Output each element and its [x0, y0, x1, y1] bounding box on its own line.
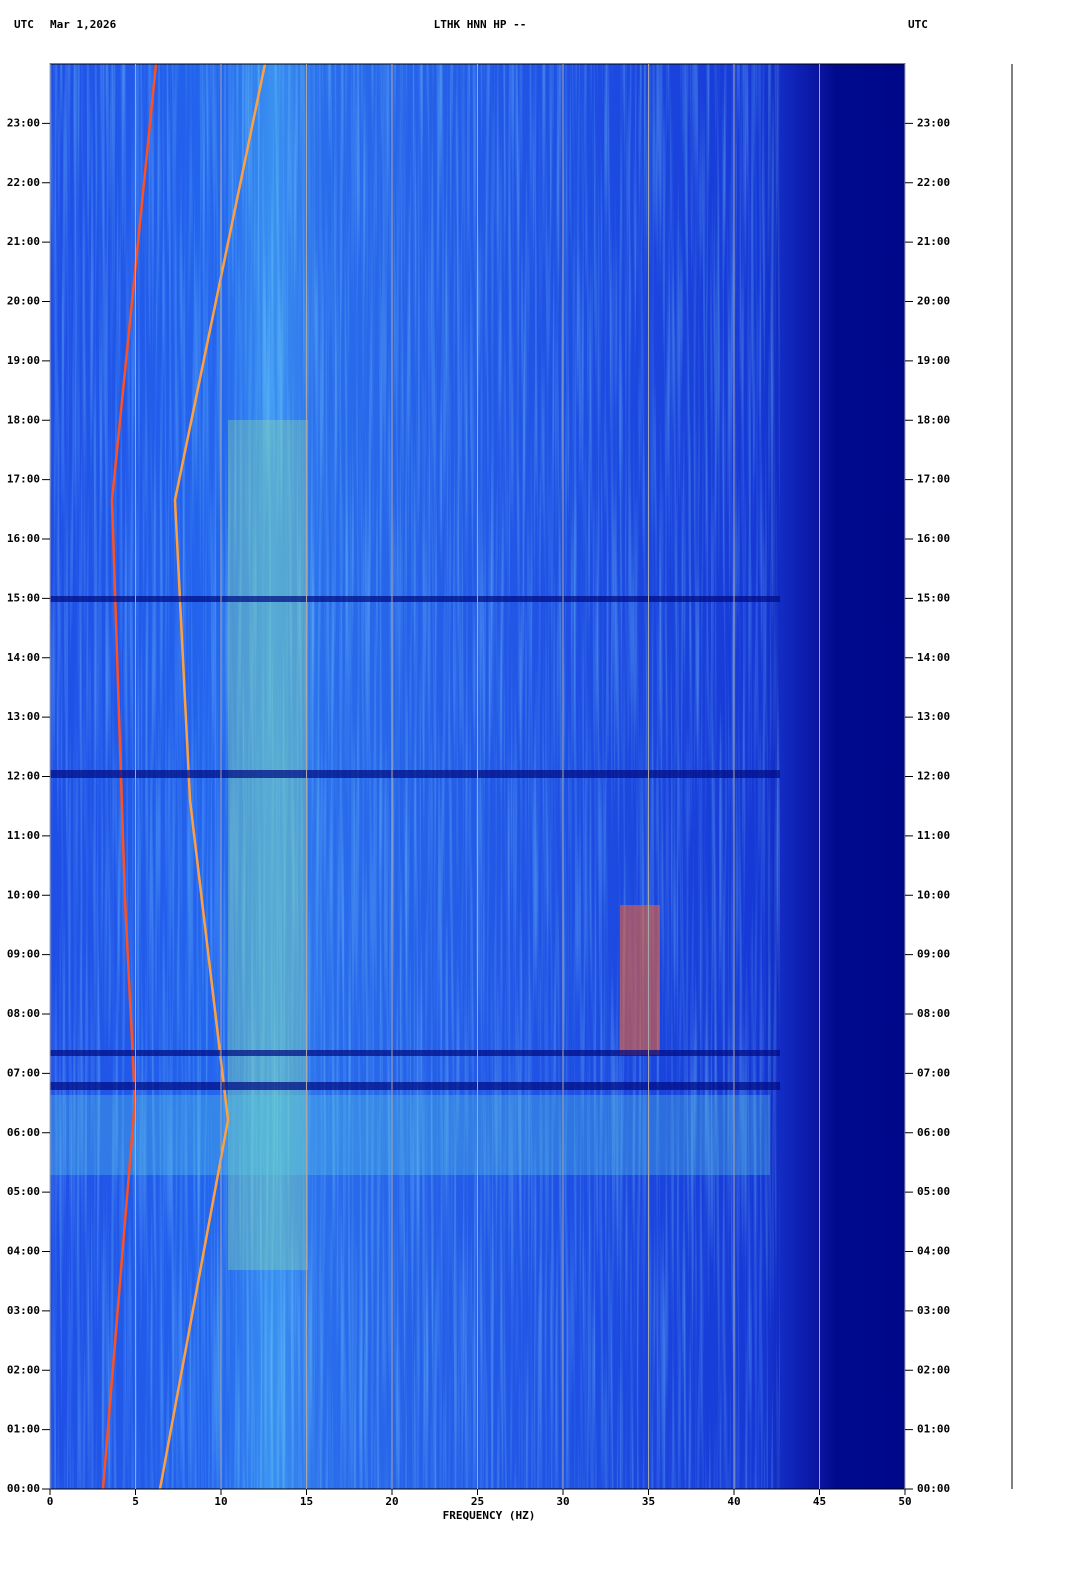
y-tick-label: 08:00 [7, 1007, 40, 1020]
chart-title: LTHK HNN HP -- [434, 18, 527, 31]
x-tick-label: 15 [300, 1495, 313, 1508]
y-tick-label: 09:00 [7, 948, 40, 961]
y-tick-label: 13:00 [917, 710, 950, 723]
x-tick-label: 35 [642, 1495, 655, 1508]
y-tick-label: 09:00 [917, 948, 950, 961]
x-tick-label: 20 [385, 1495, 398, 1508]
y-tick-label: 23:00 [917, 116, 950, 129]
date-label: Mar 1,2026 [50, 18, 117, 31]
y-tick-label: 04:00 [917, 1245, 950, 1258]
y-tick-label: 14:00 [917, 651, 950, 664]
y-tick-label: 10:00 [7, 888, 40, 901]
y-tick-label: 01:00 [917, 1423, 950, 1436]
y-tick-label: 05:00 [7, 1185, 40, 1198]
noise-band [50, 1095, 770, 1175]
x-tick-label: 50 [898, 1495, 911, 1508]
y-tick-label: 06:00 [7, 1126, 40, 1139]
y-tick-label: 19:00 [917, 354, 950, 367]
y-tick-label: 15:00 [917, 591, 950, 604]
dark-band [50, 596, 780, 602]
y-tick-label: 03:00 [917, 1304, 950, 1317]
y-tick-label: 16:00 [917, 532, 950, 545]
x-tick-label: 5 [132, 1495, 139, 1508]
y-tick-label: 23:00 [7, 116, 40, 129]
x-axis-label: FREQUENCY (HZ) [443, 1509, 536, 1522]
y-tick-label: 18:00 [917, 413, 950, 426]
y-tick-label: 06:00 [917, 1126, 950, 1139]
y-tick-label: 13:00 [7, 710, 40, 723]
x-tick-label: 25 [471, 1495, 484, 1508]
y-tick-label: 02:00 [917, 1363, 950, 1376]
y-tick-label: 03:00 [7, 1304, 40, 1317]
y-tick-label: 11:00 [917, 829, 950, 842]
y-tick-label: 10:00 [917, 888, 950, 901]
dark-band [50, 1082, 780, 1090]
y-tick-label: 21:00 [917, 235, 950, 248]
y-tick-label: 14:00 [7, 651, 40, 664]
y-tick-label: 21:00 [7, 235, 40, 248]
x-tick-label: 10 [214, 1495, 227, 1508]
x-tick-label: 45 [813, 1495, 826, 1508]
y-tick-label: 04:00 [7, 1245, 40, 1258]
y-tick-label: 12:00 [917, 770, 950, 783]
y-tick-label: 12:00 [7, 770, 40, 783]
y-tick-label: 22:00 [7, 176, 40, 189]
y-tick-label: 17:00 [917, 473, 950, 486]
tracking-line [101, 64, 158, 1489]
y-tick-label: 07:00 [7, 1066, 40, 1079]
time-zone-label: UTC [908, 18, 928, 31]
y-tick-label: 22:00 [917, 176, 950, 189]
y-tick-label: 16:00 [7, 532, 40, 545]
x-tick-label: 40 [727, 1495, 740, 1508]
noise-band [620, 905, 660, 1055]
y-tick-label: 18:00 [7, 413, 40, 426]
y-tick-label: 19:00 [7, 354, 40, 367]
dark-band [50, 770, 780, 778]
spectrogram-features [50, 64, 780, 1489]
y-tick-label: 11:00 [7, 829, 40, 842]
y-tick-label: 15:00 [7, 591, 40, 604]
x-tick-label: 30 [556, 1495, 569, 1508]
noise-band [228, 420, 308, 1270]
dark-band [50, 1050, 780, 1056]
x-tick-label: 0 [47, 1495, 54, 1508]
tracking-line [158, 64, 267, 1489]
y-tick-label: 08:00 [917, 1007, 950, 1020]
y-tick-label: 00:00 [917, 1482, 950, 1495]
y-tick-label: 05:00 [917, 1185, 950, 1198]
time-zone-label: UTC [14, 18, 34, 31]
y-tick-label: 00:00 [7, 1482, 40, 1495]
y-tick-label: 20:00 [7, 295, 40, 308]
y-tick-label: 02:00 [7, 1363, 40, 1376]
y-tick-label: 17:00 [7, 473, 40, 486]
y-tick-label: 07:00 [917, 1066, 950, 1079]
y-tick-label: 01:00 [7, 1423, 40, 1436]
y-tick-label: 20:00 [917, 295, 950, 308]
